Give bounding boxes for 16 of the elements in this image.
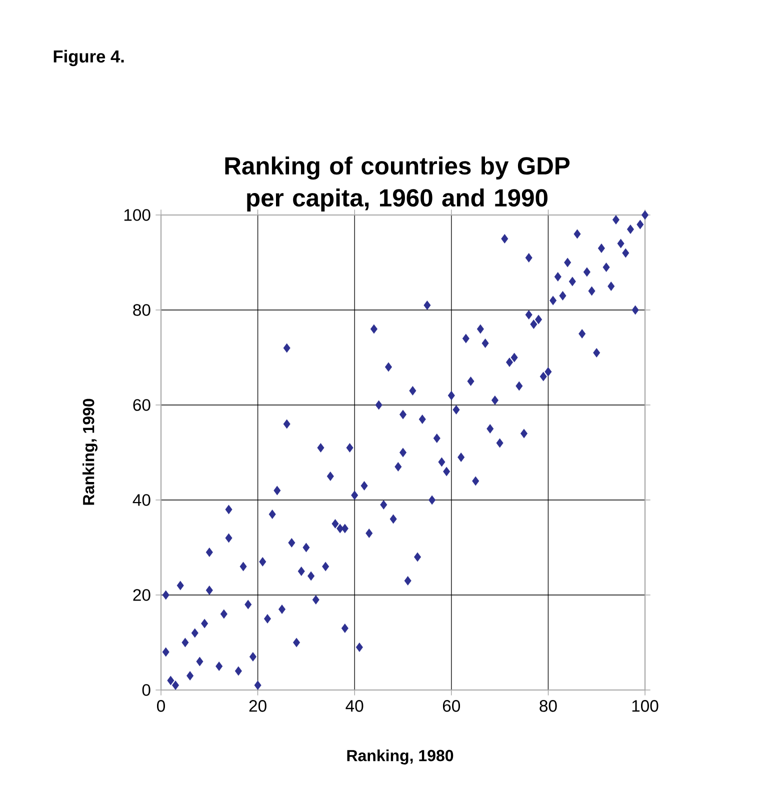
x-tick-label: 0 [157,700,165,712]
x-tick-label: 20 [249,700,266,712]
y-tick-label: 40 [132,494,150,506]
y-tick-label: 80 [133,304,150,316]
x-axis-title: Ranking, 1980 [347,750,454,764]
chart-title: Ranking of countries by GDP per capita, 1960 and 1990 [225,156,570,212]
y-axis-title: Ranking, 1990 [82,398,98,505]
x-tick-label: 60 [442,700,460,712]
y-tick-label: 100 [124,209,150,221]
y-tick-label: 60 [133,399,150,411]
y-tick-label: 20 [133,589,150,601]
caption: Figure 4. [54,50,124,66]
x-tick-label: 80 [540,700,557,712]
y-tick-label: 0 [142,684,150,696]
x-tick-label: 40 [346,700,364,712]
x-tick-label: 100 [632,700,658,712]
